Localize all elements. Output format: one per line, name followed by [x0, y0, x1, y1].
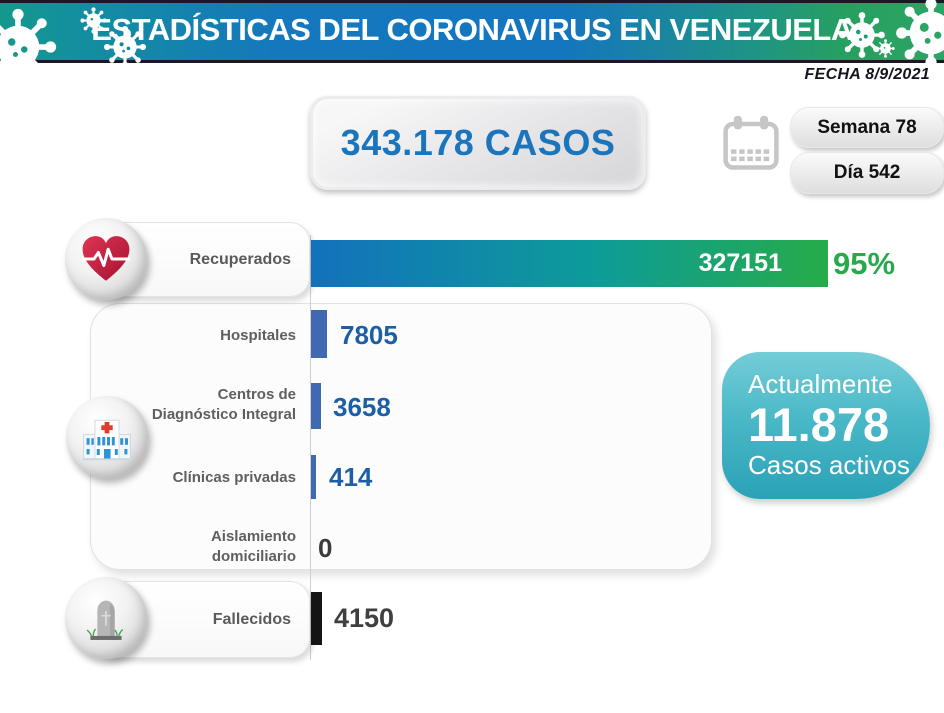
deaths-label: Fallecidos — [212, 610, 291, 628]
total-cases-box: 343.178 CASOS — [310, 96, 646, 190]
virus-icon — [0, 8, 57, 86]
aislamiento-value: 0 — [318, 533, 333, 563]
hospitales-bar — [311, 310, 327, 358]
hospital-icon — [82, 419, 132, 461]
total-cases-value: 343.178 CASOS — [340, 122, 616, 163]
calendar-icon — [723, 115, 779, 170]
heart-ekg-icon — [81, 236, 131, 281]
row-label-clinicas: Clínicas privadas — [172, 469, 296, 486]
date-label: FECHA 8/9/2021 — [804, 66, 930, 83]
row-label-hospitales: Hospitales — [220, 327, 296, 344]
header-banner: ESTADÍSTICAS DEL CORONAVIRUS EN VENEZUEL… — [0, 0, 944, 86]
recovered-bar: 327151 — [311, 240, 828, 287]
virus-icon — [876, 39, 895, 58]
page-title: ESTADÍSTICAS DEL CORONAVIRUS EN VENEZUEL… — [91, 12, 853, 47]
week-badge: Semana 78 — [790, 107, 944, 148]
cdi-bar — [311, 383, 321, 429]
active-cases-value: 11.878 — [748, 398, 890, 452]
recovered-label: Recuperados — [189, 250, 291, 268]
active-cases-panel — [90, 303, 712, 570]
row-label-cdi: Centros de Diagnóstico Integral — [151, 386, 296, 424]
chart-axis-line — [310, 235, 311, 660]
active-badge-line1: Actualmente — [748, 369, 893, 400]
row-label-aislamiento: Aislamiento domiciliario — [210, 528, 296, 566]
clinicas-value: 414 — [329, 462, 373, 492]
recovered-percent: 95% — [833, 245, 896, 281]
virus-icon — [839, 12, 885, 58]
virus-icon — [80, 7, 107, 34]
tombstone-icon — [86, 600, 124, 640]
active-badge-line2: Casos activos — [748, 449, 910, 480]
day-badge: Día 542 — [790, 152, 944, 194]
virus-icon — [896, 0, 944, 68]
recovered-icon-circle — [65, 218, 147, 300]
day-label: Día 542 — [833, 162, 901, 183]
cdi-value: 3658 — [333, 392, 391, 422]
clinicas-bar — [311, 455, 316, 499]
hospital-icon-circle — [66, 396, 148, 478]
deaths-icon-circle — [65, 577, 147, 659]
active-cases-badge: Actualmente 11.878 Casos activos — [722, 352, 930, 499]
virus-icon — [104, 26, 146, 68]
hospitales-value: 7805 — [340, 320, 398, 350]
deaths-bar — [311, 592, 322, 645]
week-label: Semana 78 — [817, 116, 917, 138]
recovered-value: 327151 — [698, 249, 782, 277]
deaths-value: 4150 — [334, 603, 395, 633]
